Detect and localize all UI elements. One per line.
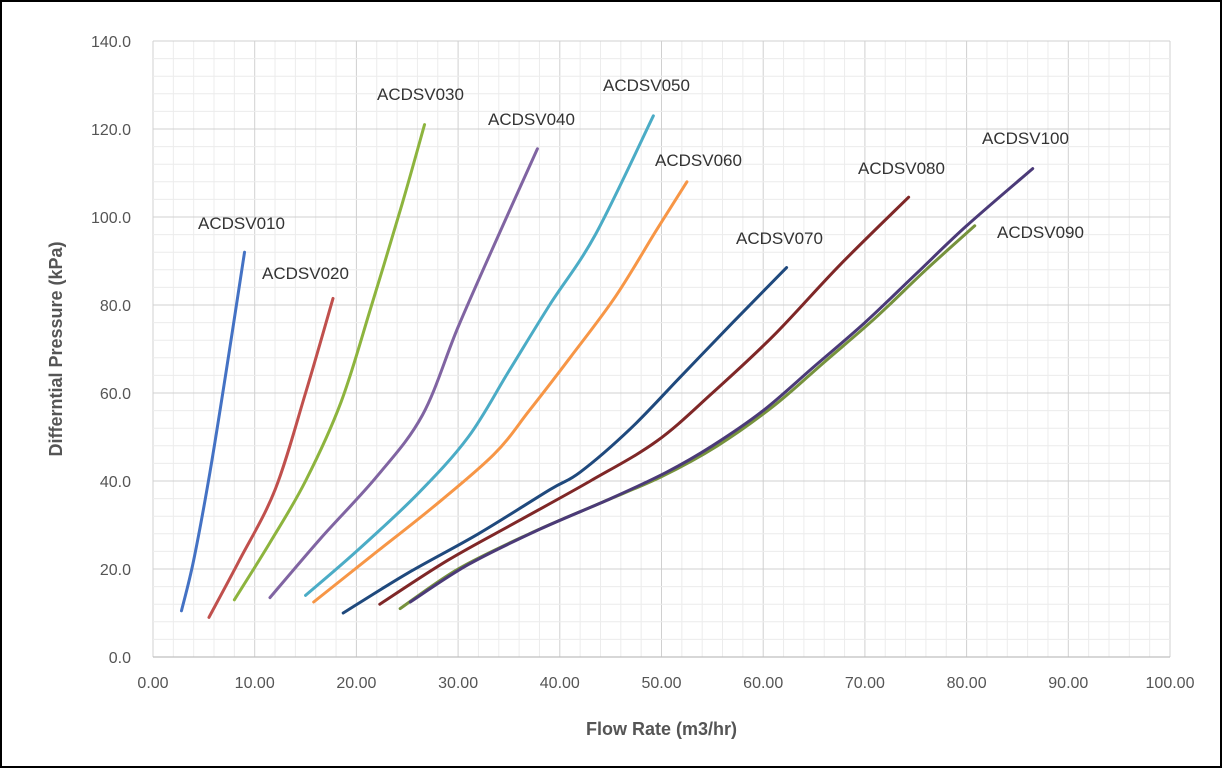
tick-labels: 0.00 10.00 20.00 30.00 40.00 50.00 60.00 70.00 8… [91, 34, 1195, 692]
y-axis-title: Differntial Pressure (kPa) [46, 241, 66, 456]
series-line-acdsv060 [312, 180, 689, 604]
x-axis-title: Flow Rate (m3/hr) [586, 719, 737, 739]
series-line-acdsv040 [268, 147, 539, 600]
series-line-acdsv050 [304, 114, 655, 597]
series-line-acdsv020 [207, 296, 335, 619]
x-tick-label: 90.00 [1048, 675, 1088, 692]
y-tick-label: 20.0 [100, 562, 131, 579]
x-tick-label: 60.00 [743, 675, 783, 692]
series-line-acdsv070 [341, 266, 789, 615]
y-tick-label: 100.0 [91, 210, 131, 227]
series-line-acdsv080 [378, 195, 911, 606]
x-tick-label: 50.00 [641, 675, 681, 692]
series-line-acdsv100 [408, 167, 1035, 604]
series-labels: ACDSV010 ACDSV020 ACDSV030 ACDSV040 ACDSV050… [198, 76, 1084, 283]
series-label-acdsv020: ACDSV020 [262, 264, 349, 283]
series-line-acdsv010 [179, 250, 247, 613]
series-label-acdsv060: ACDSV060 [655, 151, 742, 170]
series-label-acdsv090: ACDSV090 [997, 223, 1084, 242]
x-tick-label: 100.00 [1146, 675, 1195, 692]
y-tick-label: 80.0 [100, 298, 131, 315]
x-tick-label: 80.00 [947, 675, 987, 692]
series-label-acdsv040: ACDSV040 [488, 110, 575, 129]
x-tick-label: 20.00 [336, 675, 376, 692]
x-tick-label: 10.00 [235, 675, 275, 692]
series-label-acdsv050: ACDSV050 [603, 76, 690, 95]
y-tick-label: 120.0 [91, 122, 131, 139]
series-label-acdsv070: ACDSV070 [736, 229, 823, 248]
x-tick-label: 0.00 [137, 675, 168, 692]
series-label-acdsv100: ACDSV100 [982, 129, 1069, 148]
series-label-acdsv030: ACDSV030 [377, 85, 464, 104]
y-tick-label: 0.0 [109, 650, 131, 667]
y-tick-label: 40.0 [100, 474, 131, 491]
grid [152, 40, 1171, 658]
series-label-acdsv010: ACDSV010 [198, 214, 285, 233]
x-tick-label: 40.00 [540, 675, 580, 692]
y-tick-label: 140.0 [91, 34, 131, 51]
series-group [179, 114, 1035, 619]
series-label-acdsv080: ACDSV080 [858, 159, 945, 178]
x-tick-label: 70.00 [845, 675, 885, 692]
y-tick-label: 60.0 [100, 386, 131, 403]
series-line-acdsv030 [232, 123, 427, 602]
x-tick-label: 30.00 [438, 675, 478, 692]
